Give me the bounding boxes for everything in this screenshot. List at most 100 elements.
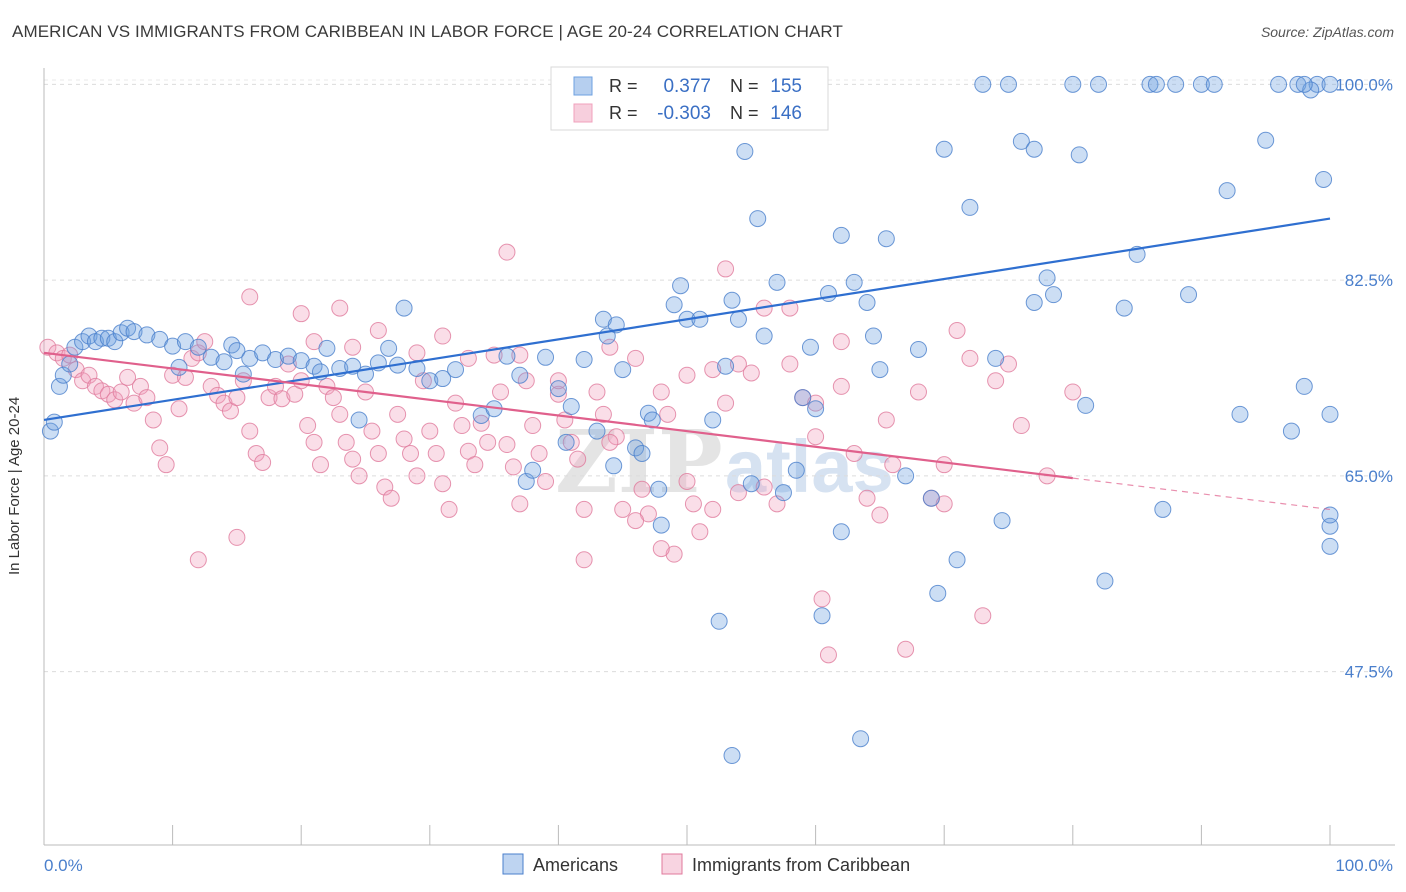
data-point [234,365,252,383]
series-legend: Americans Immigrants from Caribbean [502,853,910,875]
trend-lines [43,217,1331,511]
data-point [819,646,837,664]
data-point [511,346,529,364]
data-point [279,347,297,365]
data-point [813,607,831,625]
stats-legend-swatch [573,103,593,123]
stats-legend-box [550,66,829,131]
data-point [755,478,773,496]
data-points [39,75,1339,765]
data-point [922,489,940,507]
data-point [749,210,767,228]
stats-r-label: R = [609,76,638,96]
data-point [292,305,310,323]
source-credit: Source: ZipAtlas.com [1260,24,1394,40]
data-point [813,590,831,608]
data-point [382,489,400,507]
data-point [562,398,580,416]
data-point [50,377,68,395]
data-point [729,355,747,373]
data-point [369,445,387,462]
data-point [897,467,915,485]
data-point [434,370,452,388]
data-point [723,747,741,765]
stats-r-value: -0.303 [657,103,711,124]
data-point [402,445,420,462]
data-point [819,285,837,303]
data-point [151,439,169,457]
data-point [241,349,259,367]
data-point [1289,75,1307,93]
data-point [736,142,754,160]
data-point [871,361,889,379]
data-point [408,344,426,362]
data-point [138,389,156,407]
data-point [781,355,799,373]
data-point [665,296,683,314]
data-point [1308,75,1326,93]
data-point [125,323,143,341]
data-point [170,358,188,376]
data-point [987,349,1005,367]
data-point [717,394,735,412]
data-point [106,333,124,351]
data-point [864,327,882,345]
data-point [74,372,92,390]
data-point [650,480,668,498]
stats-legend: R = 0.377 N = 155 R = -0.303 N = 146 [550,66,829,131]
data-point [1090,75,1108,93]
data-point [897,640,915,658]
data-point [858,489,876,507]
data-point [607,428,625,446]
data-point [633,445,651,462]
data-point [228,528,246,546]
data-point [196,333,214,351]
data-point [807,400,825,418]
data-point [652,383,670,401]
data-point [575,551,593,569]
data-point [1180,286,1198,304]
data-point [601,433,619,451]
data-point [594,405,612,423]
data-point [627,439,645,457]
data-point [80,327,98,345]
data-point [659,405,677,423]
data-point [601,338,619,356]
data-point [112,383,130,401]
y-tick-label: 47.5% [1345,663,1393,682]
data-point [1070,146,1088,164]
data-point [691,310,709,328]
data-point [189,338,207,356]
data-point [228,342,246,360]
data-point [408,467,426,485]
data-point [742,364,760,382]
data-point [710,612,728,630]
data-point [575,351,593,369]
data-point [845,273,863,291]
data-point [1315,170,1333,188]
data-point [427,445,445,462]
data-point [627,349,645,367]
data-point [498,243,516,261]
data-point [1147,75,1165,93]
data-point [434,475,452,493]
data-point [627,512,645,530]
data-point [723,291,741,309]
data-point [350,411,368,429]
data-point [1270,75,1288,93]
data-point [575,500,593,518]
data-point [189,551,207,569]
data-point [1231,405,1249,423]
stats-legend-swatch [573,76,593,96]
data-point [157,456,175,474]
data-point [858,293,876,311]
data-point [1096,572,1114,590]
legend-label-caribbean: Immigrants from Caribbean [692,855,910,875]
data-point [1038,269,1056,287]
data-point [389,405,407,423]
data-point [678,472,696,490]
data-point [1282,422,1300,440]
data-point [1218,182,1236,200]
data-point [39,338,57,356]
